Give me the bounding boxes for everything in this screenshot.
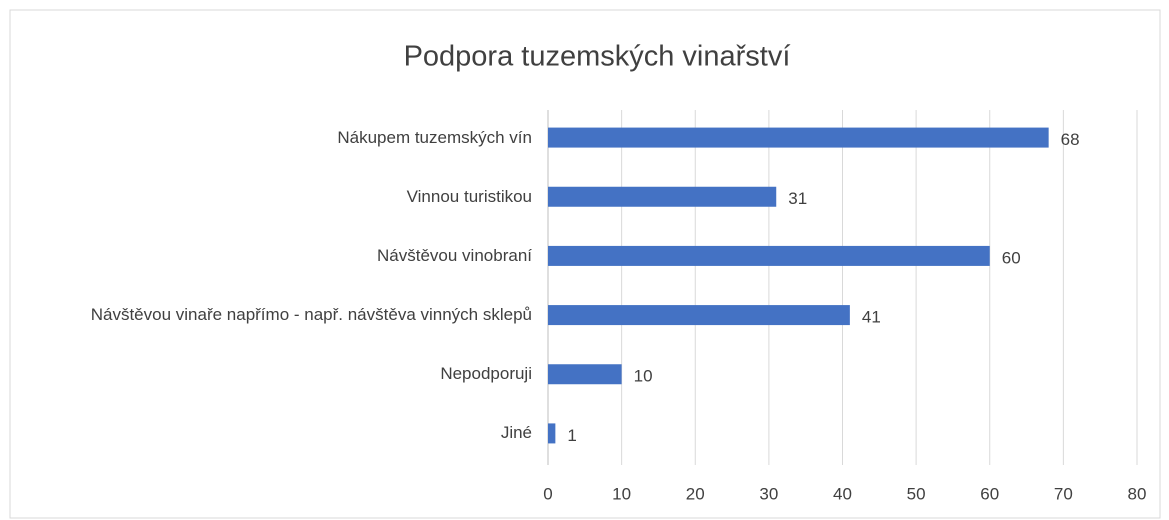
bar bbox=[548, 186, 777, 207]
data-label: 68 bbox=[1061, 130, 1080, 149]
x-tick-label: 10 bbox=[612, 484, 631, 503]
y-tick-label-box: Vinnou turistikou bbox=[2, 185, 532, 209]
data-label: 31 bbox=[788, 189, 807, 208]
x-tick-label: 60 bbox=[980, 484, 999, 503]
bar bbox=[548, 423, 556, 444]
y-tick-label-box: Jiné bbox=[2, 421, 532, 445]
x-tick-label: 0 bbox=[543, 484, 552, 503]
x-tick-label: 30 bbox=[759, 484, 778, 503]
y-tick-label-box: Návštěvou vinaře napřímo - např. návštěv… bbox=[2, 303, 532, 327]
data-label: 41 bbox=[862, 308, 881, 327]
chart-title: Podpora tuzemských vinařství bbox=[404, 41, 791, 73]
y-tick-label: Vinnou turistikou bbox=[406, 186, 532, 206]
y-tick-label: Návštěvou vinobraní bbox=[377, 245, 532, 265]
bar bbox=[548, 305, 850, 326]
x-tick-label: 40 bbox=[833, 484, 852, 503]
y-tick-label: Nepodporuji bbox=[440, 364, 532, 384]
data-label: 1 bbox=[567, 426, 576, 445]
y-tick-label-box: Návštěvou vinobraní bbox=[2, 244, 532, 268]
data-label: 10 bbox=[634, 367, 653, 386]
x-tick-label: 50 bbox=[907, 484, 926, 503]
y-tick-label-box: Nepodporuji bbox=[2, 362, 532, 386]
bar bbox=[548, 364, 622, 385]
y-tick-label: Nákupem tuzemských vín bbox=[337, 127, 532, 147]
bar bbox=[548, 127, 1049, 148]
y-tick-label: Jiné bbox=[500, 423, 532, 443]
x-tick-label: 20 bbox=[686, 484, 705, 503]
x-tick-label: 80 bbox=[1128, 484, 1147, 503]
bar bbox=[548, 245, 990, 266]
y-tick-label-box: Nákupem tuzemských vín bbox=[2, 126, 532, 150]
y-tick-label: Návštěvou vinaře napřímo - např. návštěv… bbox=[90, 305, 532, 325]
data-label: 60 bbox=[1002, 248, 1021, 267]
x-tick-label: 70 bbox=[1054, 484, 1073, 503]
